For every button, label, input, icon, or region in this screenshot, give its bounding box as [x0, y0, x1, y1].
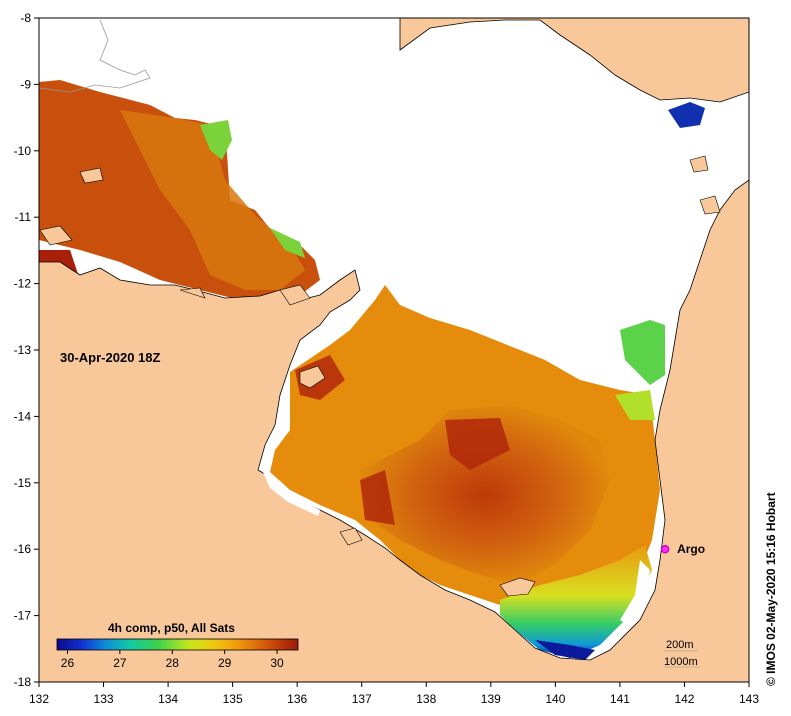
timestamp-label: 30-Apr-2020 18Z [60, 350, 160, 365]
sst-cold-tip [535, 640, 595, 660]
imos-credit: © IMOS 02-May-2020 15:16 Hobart [764, 492, 778, 686]
land-mornington-island [499, 577, 536, 597]
sst-cape-fringe-edge [615, 390, 655, 420]
y-tick-label: -10 [14, 144, 32, 158]
x-tick-label: 134 [158, 692, 178, 706]
land-torres-islands [689, 155, 721, 215]
argo-label: Argo [677, 542, 705, 556]
legend: 4h comp, p50, All Sats 26 27 28 29 30 [56, 621, 299, 670]
y-tick-label: -14 [14, 409, 32, 423]
x-tick-label: 133 [94, 692, 114, 706]
contour-legend: 200m 1000m [664, 639, 700, 668]
sst-gulf-warm-core [360, 405, 610, 585]
y-tick-label: -12 [14, 277, 32, 291]
x-tick-label: 140 [545, 692, 565, 706]
legend-tick-label: 26 [61, 656, 75, 670]
y-tick-label: -15 [14, 476, 32, 490]
land-wellesley [339, 527, 363, 546]
legend-tick-label: 27 [113, 656, 127, 670]
legend-tick-label: 30 [270, 656, 284, 670]
x-tick-label: 135 [223, 692, 243, 706]
y-tick-label: -18 [14, 675, 32, 689]
sst-gulf-south-gradient [500, 545, 652, 658]
legend-tick-label: 28 [166, 656, 180, 670]
x-tick-label: 136 [287, 692, 307, 706]
x-axis-ticks: 132 133 134 135 136 137 138 139 140 141 142 143 [29, 682, 759, 706]
argo-float-marker[interactable]: Argo [660, 542, 706, 556]
y-tick-label: -11 [15, 210, 32, 224]
sst-capeyork-fringe [620, 320, 665, 385]
legend-ticks: 26 27 28 29 30 [61, 650, 284, 670]
contour-1000-label: 1000m [664, 656, 698, 668]
y-tick-label: -9 [20, 77, 31, 91]
sst-northwest-cooler [120, 110, 305, 290]
y-tick-label: -13 [14, 343, 32, 357]
x-tick-label: 141 [610, 692, 630, 706]
x-tick-label: 142 [674, 692, 694, 706]
y-axis-ticks: -8 -9 -10 -11 -12 -13 -14 -15 -16 -17 -18 [14, 11, 39, 689]
y-tick-label: -17 [14, 609, 32, 623]
sst-torres-blue [668, 102, 705, 128]
land-groote-island [299, 365, 326, 389]
land-new-guinea [399, 18, 749, 103]
contour-200-label: 200m [666, 639, 694, 651]
x-tick-label: 138 [416, 692, 436, 706]
land-arnhem-land [39, 179, 749, 682]
argo-float-icon[interactable] [660, 544, 670, 554]
y-tick-label: -8 [20, 11, 31, 25]
land-north-islands [39, 167, 311, 306]
x-tick-label: 132 [29, 692, 49, 706]
legend-colorbar [56, 638, 299, 651]
legend-title: 4h comp, p50, All Sats [108, 621, 235, 635]
x-tick-label: 137 [352, 692, 372, 706]
timor-outline [39, 19, 151, 93]
sst-green-fringe-north [200, 120, 305, 258]
x-tick-label: 143 [739, 692, 759, 706]
x-tick-label: 139 [481, 692, 501, 706]
y-tick-label: -16 [14, 542, 32, 556]
legend-tick-label: 29 [218, 656, 232, 670]
